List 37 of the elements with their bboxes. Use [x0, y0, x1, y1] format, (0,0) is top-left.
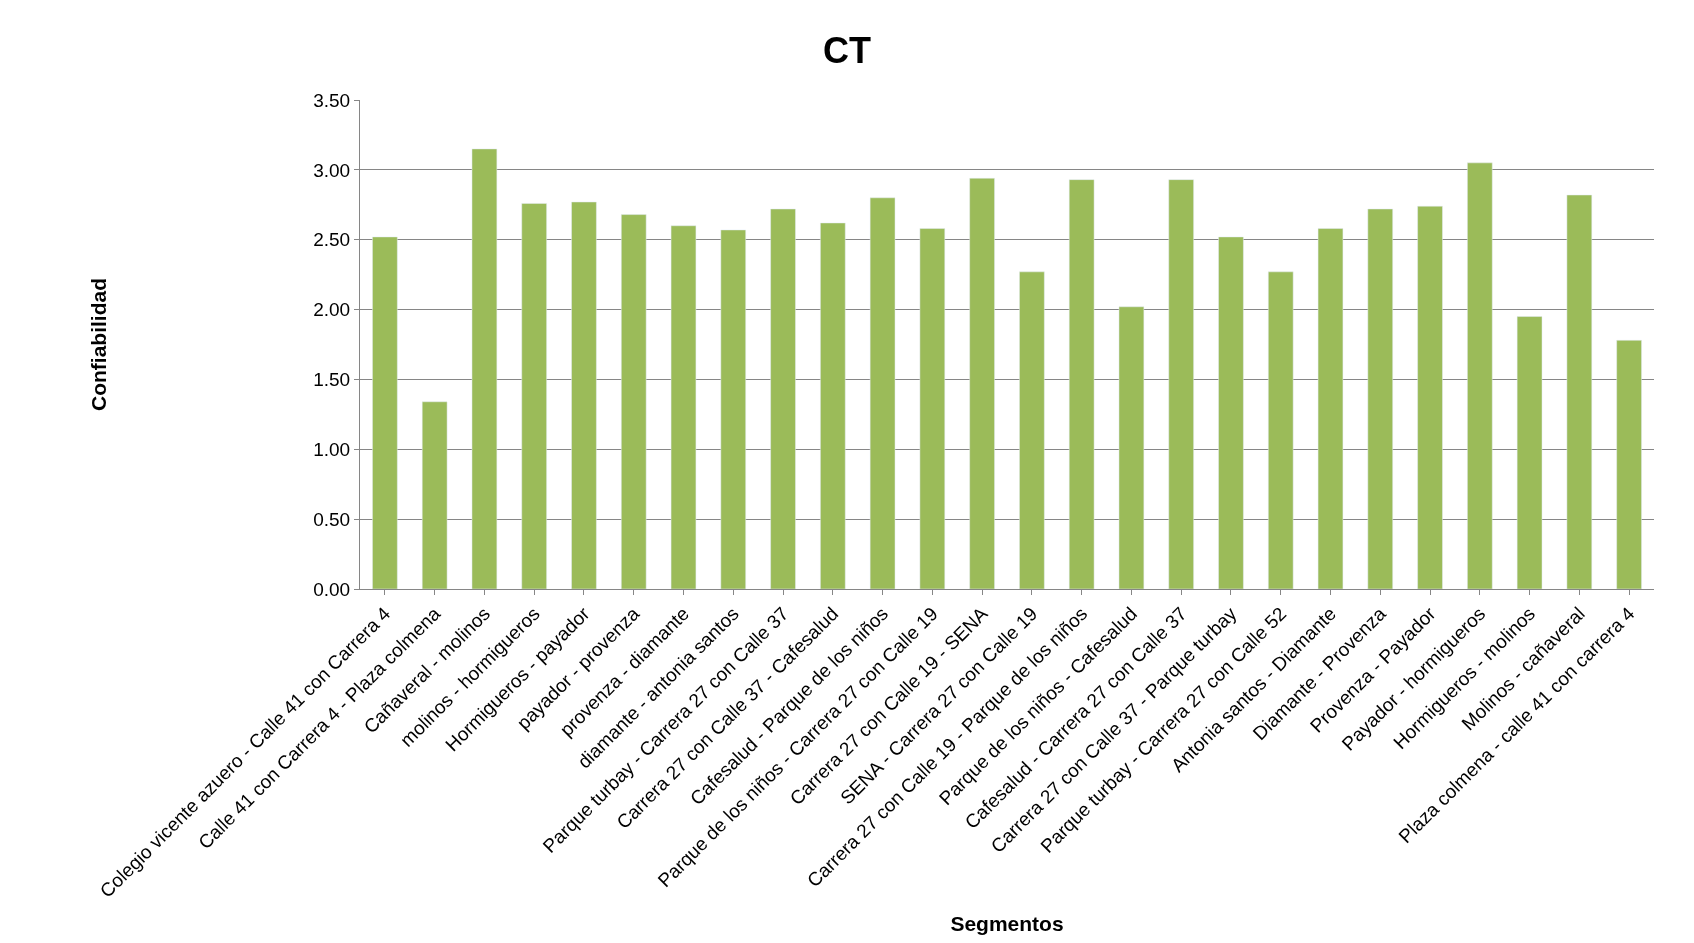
bar	[372, 236, 398, 589]
y-tick-label: 0.50	[313, 508, 351, 530]
bar	[571, 201, 597, 589]
y-axis-title: Confiabilidad	[87, 278, 111, 411]
y-tick-label: 1.00	[313, 438, 351, 460]
bar	[770, 208, 796, 589]
bar	[1317, 228, 1344, 589]
bar	[1417, 205, 1443, 589]
bar	[820, 222, 846, 589]
bar	[1268, 271, 1294, 589]
y-tick-label: 3.50	[313, 89, 351, 111]
bar	[521, 203, 547, 589]
bar	[421, 401, 448, 589]
bar	[969, 177, 995, 589]
y-tick-label: 3.00	[313, 159, 351, 181]
bar	[1467, 162, 1493, 589]
bar	[471, 148, 498, 589]
bar	[919, 228, 946, 589]
bar	[1566, 194, 1593, 589]
y-tick-label: 2.50	[313, 229, 351, 251]
bar	[1019, 271, 1045, 589]
bar	[869, 197, 896, 589]
chart-title: CT	[823, 29, 871, 71]
bar	[1118, 306, 1145, 589]
bar	[621, 214, 647, 589]
y-tick-label: 2.00	[313, 299, 351, 321]
y-tick-label: 0.00	[313, 578, 351, 600]
bar	[670, 225, 697, 589]
bar	[1068, 179, 1095, 589]
bar	[1218, 236, 1244, 589]
bar	[1168, 179, 1194, 589]
bar	[720, 229, 746, 589]
x-axis-title: Segmentos	[950, 911, 1064, 935]
bar	[1516, 316, 1543, 589]
bar	[1616, 340, 1642, 589]
bar	[1367, 208, 1393, 589]
y-tick-label: 1.50	[313, 369, 351, 391]
